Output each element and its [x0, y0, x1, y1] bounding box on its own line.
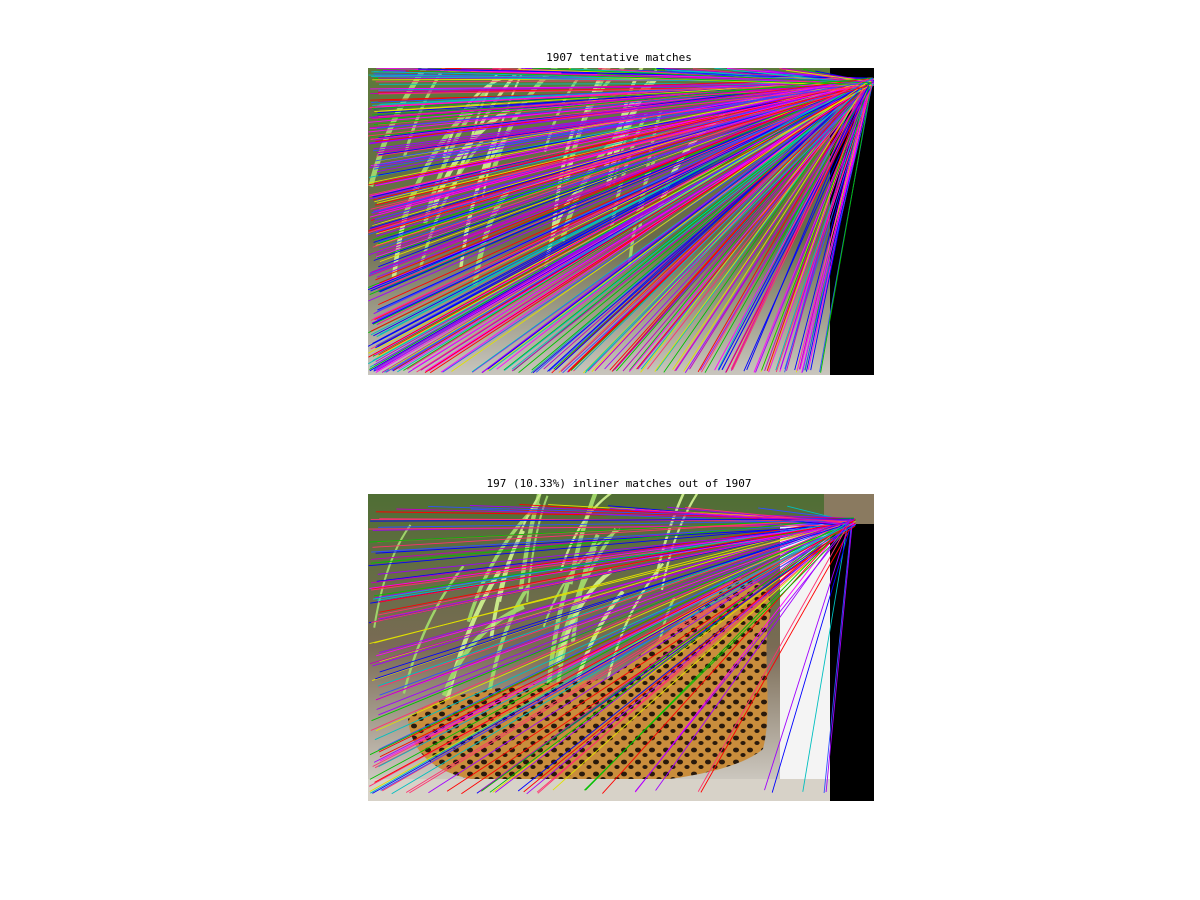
bottom-match-lines — [368, 503, 857, 795]
top-match-plot — [368, 68, 874, 375]
bottom-black-bar — [830, 524, 874, 801]
bottom-ground — [368, 779, 830, 801]
jaguar-body — [408, 578, 771, 786]
top-plot-title: 1907 tentative matches — [546, 51, 692, 64]
top-match-canvas — [368, 68, 874, 375]
bottom-match-canvas — [368, 494, 874, 801]
bottom-plot-title: 197 (10.33%) inliner matches out of 1907 — [486, 477, 752, 490]
top-match-lines — [368, 68, 874, 374]
bottom-match-plot — [368, 494, 874, 801]
